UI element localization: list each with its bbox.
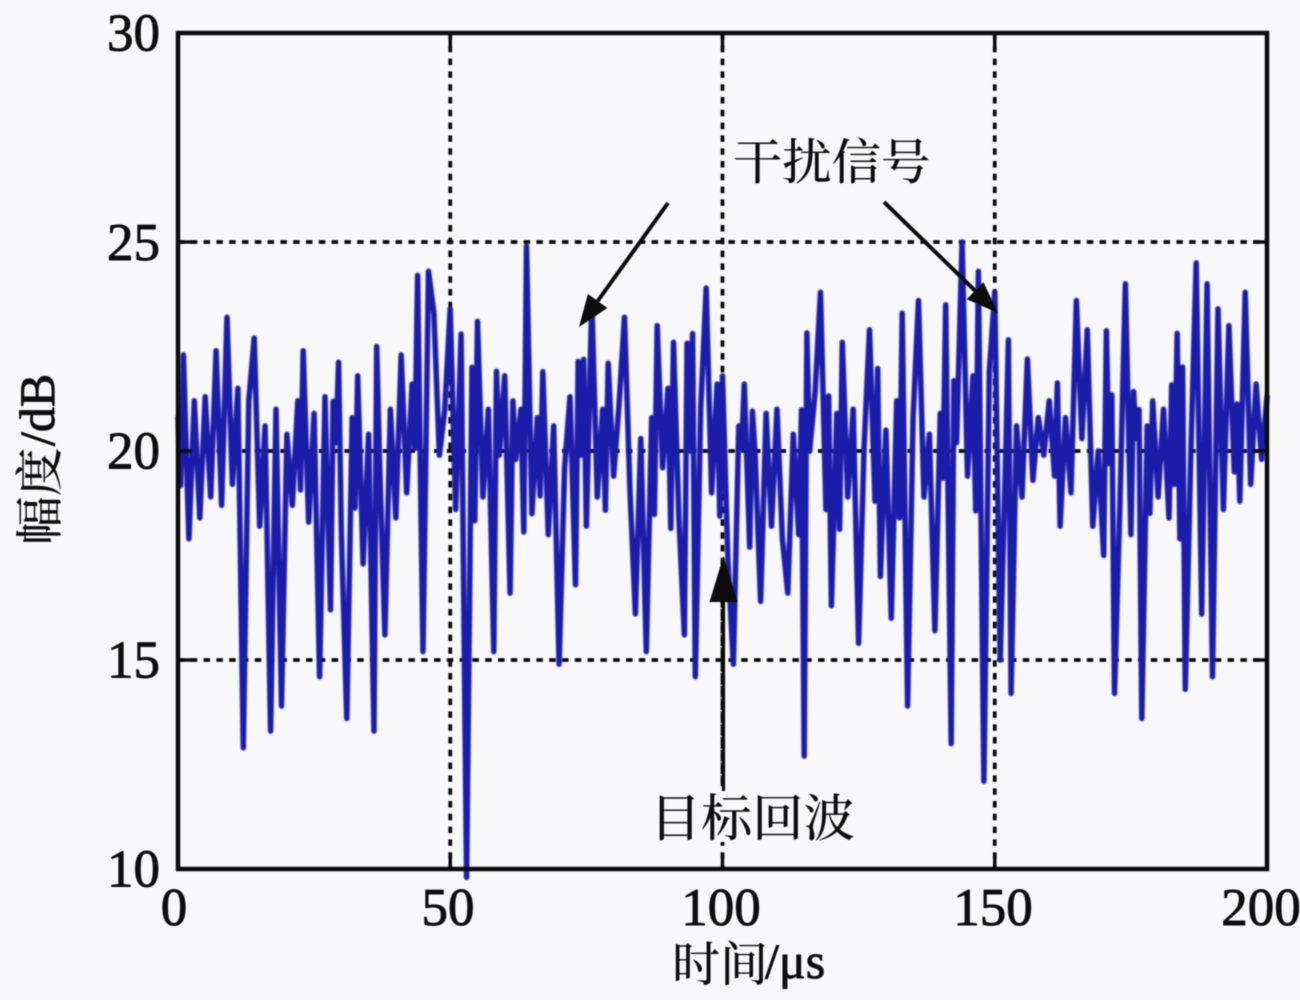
svg-text:150: 150 (953, 879, 1033, 937)
svg-text:30: 30 (107, 5, 160, 63)
svg-text:100: 100 (681, 879, 761, 937)
svg-text:20: 20 (107, 423, 160, 481)
svg-text:0: 0 (161, 879, 188, 937)
svg-text:25: 25 (107, 214, 160, 272)
svg-text:15: 15 (107, 632, 160, 690)
svg-text:/dB: /dB (9, 374, 65, 446)
svg-text:200: 200 (1221, 879, 1300, 937)
svg-text:50: 50 (422, 879, 475, 937)
svg-text:/μs: /μs (765, 933, 825, 989)
svg-text:10: 10 (107, 841, 160, 899)
